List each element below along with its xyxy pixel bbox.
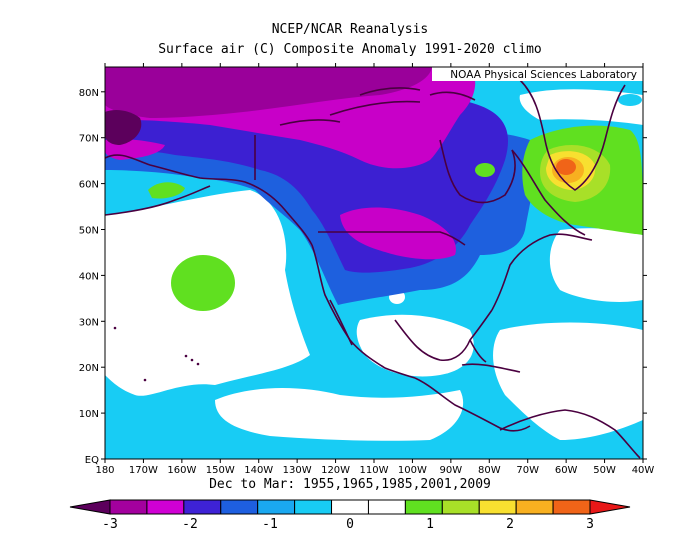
colorbar-label: -1 bbox=[262, 517, 278, 532]
lon-label: 70W bbox=[516, 465, 539, 476]
lon-label: 170W bbox=[129, 465, 158, 476]
coast-southamerica bbox=[499, 409, 641, 459]
pacific-islands bbox=[113, 326, 200, 382]
anomaly-light-arctic bbox=[618, 94, 642, 106]
colorbar-swatch bbox=[515, 499, 554, 515]
coastlines bbox=[105, 79, 641, 459]
lon-label: 40W bbox=[632, 465, 655, 476]
lon-label: 80W bbox=[478, 465, 501, 476]
lat-label: 30N bbox=[79, 317, 99, 328]
coast-arctic-islands bbox=[329, 87, 476, 116]
lon-label: 90W bbox=[440, 465, 463, 476]
colorbar-swatch bbox=[294, 499, 333, 515]
credit-text: NOAA Physical Sciences Laboratory bbox=[450, 69, 637, 81]
coast-hudson-bay bbox=[439, 139, 516, 204]
colorbar-swatch bbox=[367, 499, 406, 515]
coast-eastcoast bbox=[491, 233, 593, 311]
lon-label: 100W bbox=[398, 465, 427, 476]
colorbar-labels: -3 -2 -1 0 1 2 3 bbox=[102, 517, 594, 532]
island-dot bbox=[143, 378, 147, 382]
lat-label: 40N bbox=[79, 271, 99, 282]
lon-label: 180 bbox=[95, 465, 114, 476]
lat-label: 10N bbox=[79, 409, 99, 420]
colorbar-right-arrow bbox=[589, 499, 631, 515]
axis-ticks bbox=[101, 63, 647, 463]
colorbar-label: 1 bbox=[426, 517, 434, 532]
anomaly-green-hudson bbox=[475, 163, 495, 177]
season-years-label: Dec to Mar: 1955,1965,1985,2001,2009 bbox=[209, 477, 491, 492]
colorbar-swatch bbox=[183, 499, 222, 515]
latitude-labels: 80N 70N 60N 50N 40N 30N 20N 10N EQ bbox=[79, 88, 99, 466]
colorbar-swatch bbox=[331, 499, 369, 515]
anomaly-green-bering bbox=[148, 182, 185, 199]
lon-label: 120W bbox=[321, 465, 350, 476]
colorbar bbox=[69, 499, 631, 515]
coast-aleutians bbox=[105, 185, 211, 216]
lat-label: 20N bbox=[79, 363, 99, 374]
coast-arctic bbox=[279, 119, 341, 126]
colorbar-left-arrow bbox=[69, 499, 111, 515]
lon-label: 50W bbox=[593, 465, 616, 476]
colorbar-swatch bbox=[220, 499, 259, 515]
lat-label: 60N bbox=[79, 180, 99, 191]
colorbar-swatch bbox=[441, 499, 480, 515]
coast-greenland bbox=[519, 79, 626, 191]
colorbar-label: -3 bbox=[102, 517, 118, 532]
anomaly-magenta-interior bbox=[340, 207, 456, 260]
coast-labrador bbox=[511, 149, 586, 236]
lat-label: 80N bbox=[79, 88, 99, 99]
colorbar-label: 2 bbox=[506, 517, 514, 532]
island-dot bbox=[196, 362, 200, 366]
coast-alaska bbox=[105, 154, 313, 246]
colorbar-swatch bbox=[146, 499, 185, 515]
anomaly-white-trop-pacific bbox=[215, 388, 464, 441]
lon-label: 140W bbox=[244, 465, 273, 476]
chart-subtitle: Surface air (C) Composite Anomaly 1991-2… bbox=[158, 42, 542, 57]
colorbar-swatch bbox=[257, 499, 296, 515]
credit-box bbox=[432, 67, 643, 81]
coast-florida bbox=[469, 339, 487, 363]
island-dot bbox=[190, 358, 194, 362]
anomaly-red-orange bbox=[556, 159, 576, 175]
anomaly-green-pacific bbox=[171, 255, 235, 311]
colorbar-swatch bbox=[552, 499, 591, 515]
coast-gulf bbox=[394, 309, 493, 362]
colorbar-label: 3 bbox=[586, 517, 594, 532]
lat-label: 70N bbox=[79, 134, 99, 145]
coast-centralamerica bbox=[414, 377, 531, 432]
lat-label: 50N bbox=[79, 226, 99, 237]
longitude-labels: 180 170W 160W 150W 140W 130W 120W 110W 100W 90W 80… bbox=[95, 465, 654, 476]
lon-label: 160W bbox=[167, 465, 196, 476]
anomaly-field bbox=[105, 67, 643, 459]
colorbar-label: -2 bbox=[182, 517, 198, 532]
coast-baja bbox=[329, 299, 353, 346]
border-us-canada bbox=[318, 231, 466, 246]
colorbar-label: 0 bbox=[346, 517, 354, 532]
lon-label: 150W bbox=[206, 465, 235, 476]
anomaly-purple-arctic bbox=[105, 67, 432, 118]
island-dot bbox=[113, 326, 117, 330]
anomaly-deep-purple bbox=[105, 110, 142, 145]
island-dot bbox=[184, 354, 188, 358]
anomaly-white-atlantic bbox=[493, 322, 643, 440]
colorbar-swatch bbox=[478, 499, 517, 515]
lon-label: 60W bbox=[555, 465, 578, 476]
colorbar-swatch bbox=[109, 499, 148, 515]
lon-label: 130W bbox=[283, 465, 312, 476]
anomaly-white-northatl bbox=[549, 228, 643, 302]
lon-label: 110W bbox=[360, 465, 389, 476]
coast-cuba bbox=[461, 363, 521, 373]
lat-label: EQ bbox=[85, 455, 99, 466]
colorbar-swatch bbox=[404, 499, 443, 515]
chart-title: NCEP/NCAR Reanalysis bbox=[271, 22, 429, 37]
